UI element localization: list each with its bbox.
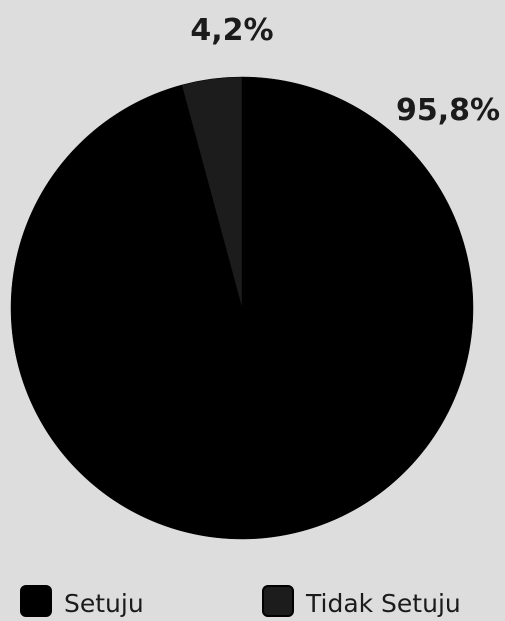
data-label-setuju: 95,8%	[396, 93, 500, 128]
legend-label-tidak-setuju: Tidak Setuju	[306, 587, 461, 621]
legend-item-tidak-setuju: Tidak Setuju	[262, 584, 461, 618]
legend-item-setuju: Setuju	[20, 584, 144, 618]
data-label-tidak-setuju: 4,2%	[190, 13, 273, 48]
legend-swatch-tidak-setuju	[262, 585, 294, 617]
legend-swatch-setuju	[20, 585, 52, 617]
legend-label-setuju: Setuju	[64, 587, 144, 621]
pie-slices	[11, 77, 473, 539]
